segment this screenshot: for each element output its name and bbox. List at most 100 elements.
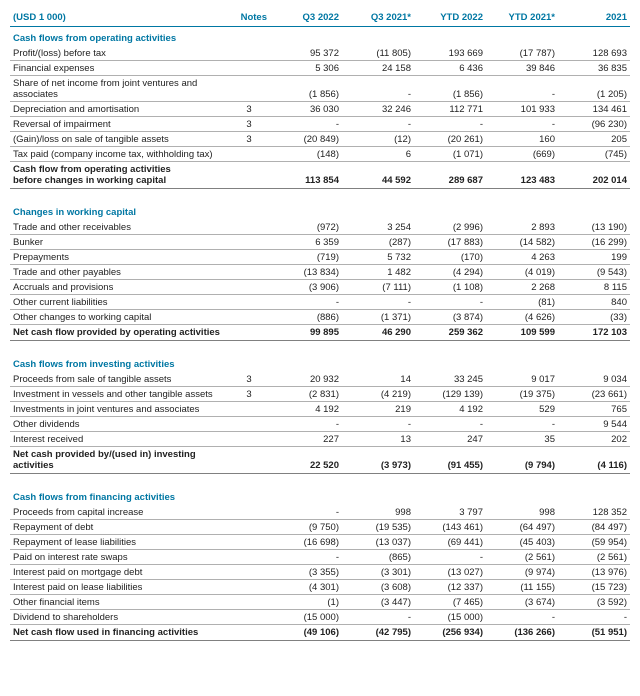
col-header-period: YTD 2021* xyxy=(486,8,558,27)
row-label: Other changes to working capital xyxy=(10,310,228,325)
note-ref xyxy=(228,310,270,325)
value-cell: - xyxy=(414,417,486,432)
value-cell: 4 192 xyxy=(414,402,486,417)
section-heading-row: Changes in working capital xyxy=(10,195,630,220)
value-cell: 44 592 xyxy=(342,162,414,189)
value-cell: - xyxy=(414,117,486,132)
value-cell: (19 375) xyxy=(486,387,558,402)
value-cell: (14 582) xyxy=(486,235,558,250)
value-cell: 112 771 xyxy=(414,102,486,117)
note-ref xyxy=(228,235,270,250)
value-cell: (1 856) xyxy=(414,76,486,102)
value-cell: (59 954) xyxy=(558,535,630,550)
value-cell: 1 482 xyxy=(342,265,414,280)
value-cell: (9 794) xyxy=(486,447,558,474)
value-cell: (4 219) xyxy=(342,387,414,402)
row-label: Share of net income from joint ventures … xyxy=(10,76,228,102)
value-cell: - xyxy=(342,295,414,310)
section-heading: Cash flows from investing activities xyxy=(10,347,630,372)
value-cell: (3 874) xyxy=(414,310,486,325)
total-row: Net cash provided by/(used in) investing… xyxy=(10,447,630,474)
row-label: Dividend to shareholders xyxy=(10,610,228,625)
note-ref xyxy=(228,520,270,535)
value-cell: - xyxy=(342,76,414,102)
value-cell: 134 461 xyxy=(558,102,630,117)
value-cell: 128 693 xyxy=(558,46,630,61)
value-cell: 14 xyxy=(342,372,414,387)
section-heading: Cash flows from financing activities xyxy=(10,480,630,505)
value-cell: (669) xyxy=(486,147,558,162)
value-cell: (1 071) xyxy=(414,147,486,162)
value-cell: (1 856) xyxy=(270,76,342,102)
note-ref xyxy=(228,505,270,520)
col-header-notes: Notes xyxy=(228,8,270,27)
value-cell: 998 xyxy=(342,505,414,520)
line-item-row: Financial expenses5 30624 1586 43639 846… xyxy=(10,61,630,76)
value-cell: 259 362 xyxy=(414,325,486,341)
value-cell: - xyxy=(270,295,342,310)
note-ref xyxy=(228,280,270,295)
value-cell: (15 000) xyxy=(414,610,486,625)
note-ref xyxy=(228,535,270,550)
value-cell: 5 732 xyxy=(342,250,414,265)
value-cell: - xyxy=(486,76,558,102)
value-cell: 99 895 xyxy=(270,325,342,341)
note-ref xyxy=(228,550,270,565)
value-cell: 840 xyxy=(558,295,630,310)
value-cell: (33) xyxy=(558,310,630,325)
value-cell: - xyxy=(270,550,342,565)
value-cell: (256 934) xyxy=(414,625,486,641)
value-cell: 36 030 xyxy=(270,102,342,117)
value-cell: 202 014 xyxy=(558,162,630,189)
value-cell: (12) xyxy=(342,132,414,147)
value-cell: 172 103 xyxy=(558,325,630,341)
note-ref xyxy=(228,625,270,641)
value-cell: 123 483 xyxy=(486,162,558,189)
value-cell: 219 xyxy=(342,402,414,417)
value-cell: (719) xyxy=(270,250,342,265)
value-cell: (129 139) xyxy=(414,387,486,402)
note-ref xyxy=(228,76,270,102)
line-item-row: Investment in vessels and other tangible… xyxy=(10,387,630,402)
value-cell: (13 027) xyxy=(414,565,486,580)
value-cell: (81) xyxy=(486,295,558,310)
note-ref xyxy=(228,580,270,595)
col-header-label: (USD 1 000) xyxy=(10,8,228,27)
value-cell: (148) xyxy=(270,147,342,162)
value-cell: (84 497) xyxy=(558,520,630,535)
value-cell: (23 661) xyxy=(558,387,630,402)
row-label: Other current liabilities xyxy=(10,295,228,310)
value-cell: (4 626) xyxy=(486,310,558,325)
value-cell: 202 xyxy=(558,432,630,447)
row-label: Cash flow from operating activitiesbefor… xyxy=(10,162,228,189)
col-header-period: Q3 2021* xyxy=(342,8,414,27)
section-heading-row: Cash flows from operating activities xyxy=(10,27,630,47)
value-cell: (3 608) xyxy=(342,580,414,595)
value-cell: 13 xyxy=(342,432,414,447)
row-label: Trade and other receivables xyxy=(10,220,228,235)
value-cell: (3 301) xyxy=(342,565,414,580)
value-cell: 4 263 xyxy=(486,250,558,265)
value-cell: 20 932 xyxy=(270,372,342,387)
line-item-row: Reversal of impairment3----(96 230) xyxy=(10,117,630,132)
section-heading: Changes in working capital xyxy=(10,195,630,220)
value-cell: 101 933 xyxy=(486,102,558,117)
value-cell: (3 674) xyxy=(486,595,558,610)
row-label: Other dividends xyxy=(10,417,228,432)
value-cell: - xyxy=(414,295,486,310)
line-item-row: (Gain)/loss on sale of tangible assets3(… xyxy=(10,132,630,147)
value-cell: 9 034 xyxy=(558,372,630,387)
note-ref xyxy=(228,61,270,76)
line-item-row: Proceeds from capital increase-9983 7979… xyxy=(10,505,630,520)
value-cell: - xyxy=(270,117,342,132)
value-cell: - xyxy=(342,417,414,432)
value-cell: - xyxy=(342,610,414,625)
value-cell: (42 795) xyxy=(342,625,414,641)
value-cell: 247 xyxy=(414,432,486,447)
value-cell: 35 xyxy=(486,432,558,447)
value-cell: 128 352 xyxy=(558,505,630,520)
section-heading-row: Cash flows from financing activities xyxy=(10,480,630,505)
row-label: Repayment of lease liabilities xyxy=(10,535,228,550)
row-label: Investment in vessels and other tangible… xyxy=(10,387,228,402)
value-cell: (287) xyxy=(342,235,414,250)
